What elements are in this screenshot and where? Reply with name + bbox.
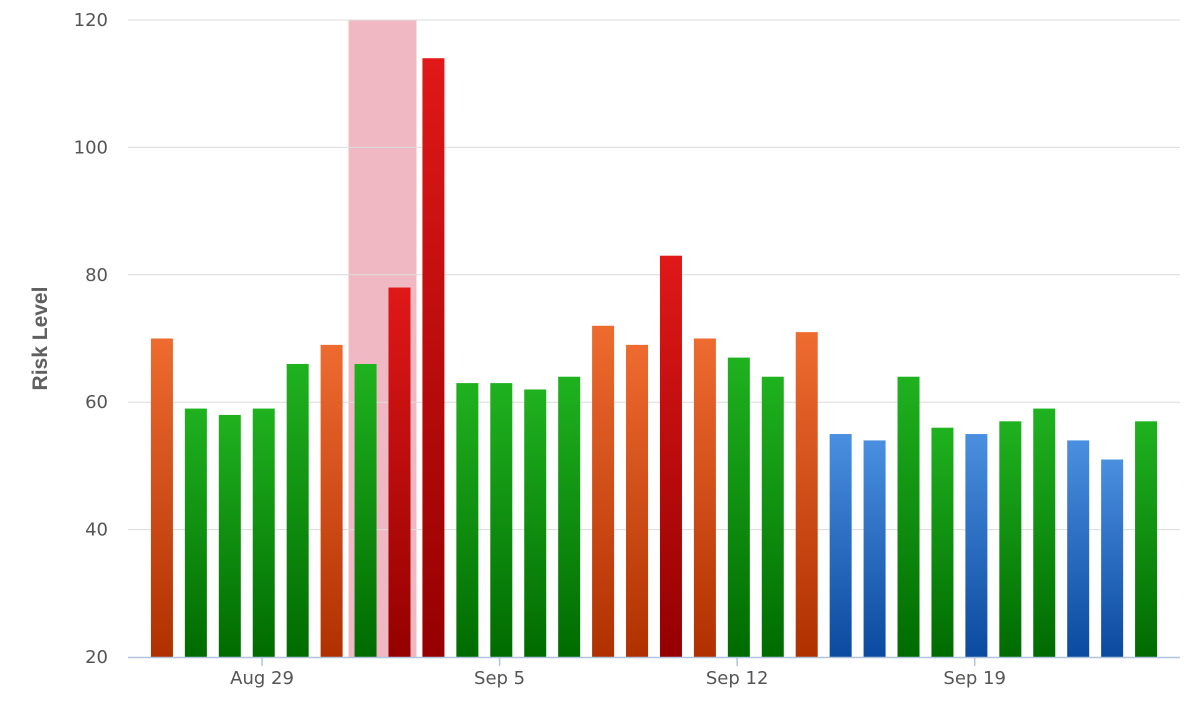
bar: [422, 58, 445, 658]
y-tick-label: 120: [74, 10, 108, 31]
bar: [388, 287, 411, 657]
bar: [727, 357, 750, 657]
bar: [150, 338, 173, 657]
bar: [795, 332, 818, 657]
bar: [456, 383, 479, 657]
bar: [524, 389, 547, 657]
bar: [320, 344, 343, 657]
bar: [829, 434, 852, 657]
x-tick-label: Aug 29: [230, 668, 294, 689]
bars: [150, 58, 1158, 658]
bar: [693, 338, 716, 657]
bar: [761, 376, 784, 657]
gridlines: [128, 19, 1180, 531]
y-tick-label: 40: [85, 520, 108, 541]
y-tick-label: 100: [74, 137, 108, 158]
bar: [659, 255, 682, 657]
y-tick-label: 60: [85, 392, 108, 413]
bar: [354, 363, 377, 657]
bar: [252, 408, 275, 657]
bar: [863, 440, 886, 657]
x-axis-tick-labels: Aug 29 Sep 5 Sep 12 Sep 19: [230, 657, 1006, 689]
bar: [558, 376, 581, 657]
bar: [626, 344, 649, 657]
bar: [999, 421, 1022, 657]
bar: [1101, 459, 1124, 657]
x-tick-label: Sep 5: [474, 668, 525, 689]
y-axis-tick-labels: 20 40 60 80 100 120: [74, 10, 108, 668]
y-axis-title: Risk Level: [29, 287, 52, 391]
bar: [965, 434, 988, 657]
bar: [1135, 421, 1158, 657]
x-tick-label: Sep 19: [943, 668, 1006, 689]
bar: [1033, 408, 1056, 657]
bar: [218, 414, 241, 657]
bar: [592, 325, 615, 657]
y-tick-label: 20: [85, 647, 108, 668]
bar: [1067, 440, 1090, 657]
bar: [897, 376, 920, 657]
bar: [286, 363, 309, 657]
bar: [490, 383, 513, 657]
bar: [184, 408, 207, 657]
x-tick-label: Sep 12: [706, 668, 769, 689]
bar: [931, 427, 954, 657]
y-tick-label: 80: [85, 265, 108, 286]
